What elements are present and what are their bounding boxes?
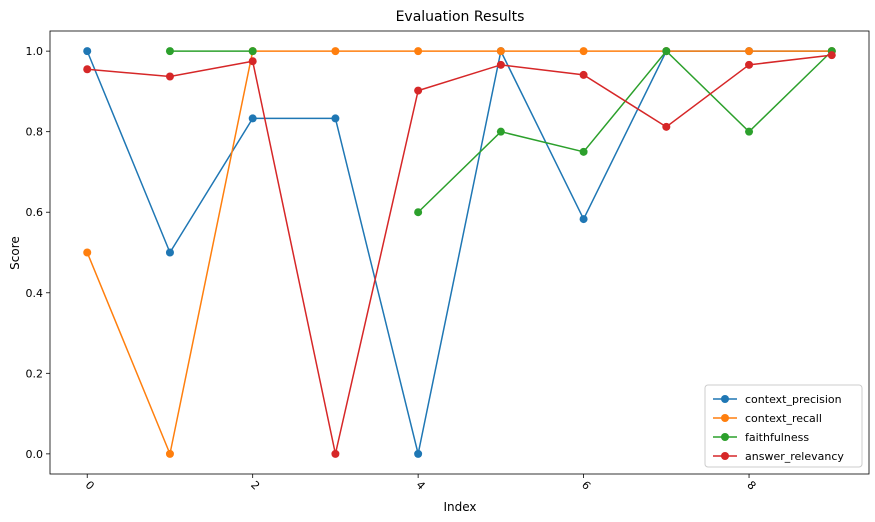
chart-title: Evaluation Results — [396, 9, 525, 25]
data-point — [248, 47, 257, 56]
legend-item: context_precision — [713, 393, 842, 406]
series-line — [417, 50, 833, 213]
data-point — [662, 122, 671, 131]
plot-frame — [49, 30, 870, 475]
data-point — [579, 215, 588, 224]
legend-label: context_precision — [745, 393, 842, 406]
legend-label: faithfulness — [745, 431, 809, 444]
data-point — [83, 47, 92, 56]
y-tick-label: 0.4 — [26, 287, 44, 300]
y-tick-label: 0.8 — [26, 126, 44, 139]
legend-swatch-marker — [721, 433, 729, 441]
data-point — [579, 70, 588, 79]
data-point — [414, 449, 423, 458]
series-line — [86, 50, 832, 457]
data-point — [745, 47, 754, 56]
legend-label: context_recall — [745, 412, 822, 425]
data-point — [165, 72, 174, 81]
data-point — [496, 47, 505, 56]
data-point — [331, 114, 340, 123]
legend-item: context_recall — [713, 412, 822, 425]
data-point — [496, 127, 505, 136]
y-tick-label: 1.0 — [26, 45, 44, 58]
x-tick-label: 6 — [579, 478, 593, 492]
data-point — [745, 60, 754, 69]
y-tick-label: 0.0 — [26, 448, 44, 461]
legend-box — [704, 384, 863, 468]
data-point — [414, 208, 423, 217]
legend-swatch-marker — [721, 414, 729, 422]
data-point — [83, 65, 92, 74]
x-tick-label: 4 — [414, 478, 428, 492]
legend-label: answer_relevancy — [745, 450, 844, 463]
data-point — [414, 86, 423, 95]
series-answer-relevancy — [83, 51, 836, 458]
y-axis-label: Score — [8, 236, 22, 270]
data-point — [662, 47, 671, 56]
data-point — [579, 147, 588, 156]
data-point — [165, 248, 174, 257]
data-point — [331, 449, 340, 458]
x-tick-label: 8 — [744, 478, 758, 492]
data-point — [83, 248, 92, 257]
x-tick-label: 2 — [248, 478, 262, 492]
data-point — [745, 127, 754, 136]
series-faithfulness — [165, 47, 836, 217]
legend-swatch-marker — [721, 452, 729, 460]
x-tick-label: 0 — [83, 478, 97, 492]
data-point — [827, 51, 836, 60]
data-point — [165, 449, 174, 458]
legend-item: answer_relevancy — [713, 450, 844, 463]
legend-swatch-marker — [721, 395, 729, 403]
data-point — [496, 60, 505, 69]
data-point — [165, 47, 174, 56]
legend: context_precision context_recall faithfuln… — [704, 384, 863, 468]
data-point — [579, 47, 588, 56]
data-point — [248, 57, 257, 66]
series-line — [87, 54, 832, 455]
data-point — [331, 47, 340, 56]
data-point — [414, 47, 423, 56]
y-tick-label: 0.2 — [26, 367, 44, 380]
y-tick-label: 0.6 — [26, 206, 44, 219]
x-axis-label: Index — [443, 500, 476, 514]
data-point — [248, 114, 257, 123]
legend-item: faithfulness — [713, 431, 809, 444]
